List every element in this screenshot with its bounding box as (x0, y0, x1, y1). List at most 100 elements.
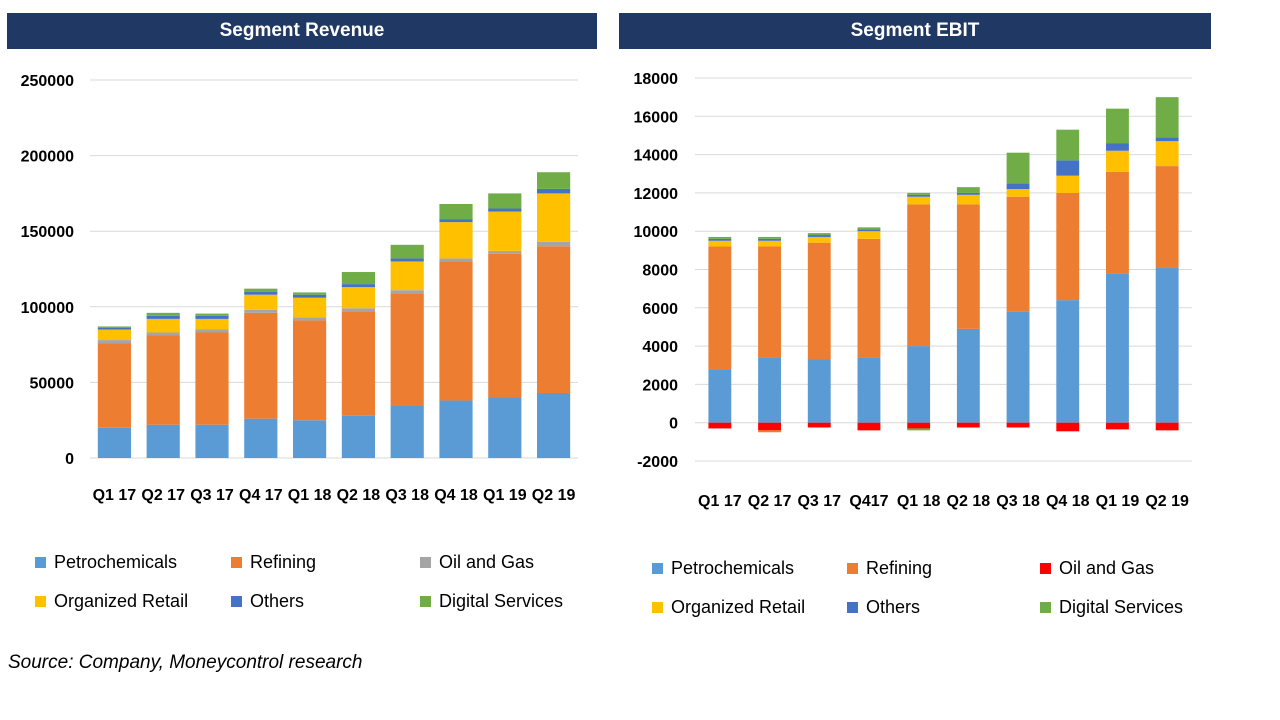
revenue-bar-oil-and-gas (537, 241, 571, 247)
revenue-bar-oil-and-gas (293, 317, 327, 321)
ebit-bar-refining (1106, 171, 1129, 274)
revenue-bar-organized-retail (244, 294, 278, 310)
revenue-bar-oil-and-gas (390, 290, 424, 294)
source-note: Source: Company, Moneycontrol research (8, 652, 363, 673)
ebit-x-tick: Q1 18 (897, 493, 941, 510)
ebit-legend-item-others: Others (847, 597, 920, 618)
ebit-bar-others (857, 229, 881, 232)
revenue-bar-organized-retail (341, 287, 375, 309)
revenue-x-tick: Q2 18 (337, 487, 381, 504)
ebit-bar-organized-retail (807, 236, 831, 243)
revenue-x-tick: Q1 19 (483, 487, 527, 504)
ebit-bar-refining (708, 246, 732, 370)
ebit-bar-oil-and-gas (1006, 422, 1030, 428)
ebit-bar-oil-and-gas (1056, 422, 1080, 432)
legend-swatch (35, 557, 46, 568)
revenue-bar-digital-services (439, 203, 473, 220)
ebit-bar-oil-and-gas (956, 422, 980, 428)
ebit-x-tick: Q2 19 (1145, 493, 1189, 510)
revenue-bar-organized-retail (488, 211, 522, 251)
revenue-bar-others (146, 315, 180, 319)
revenue-bar-others (341, 284, 375, 288)
ebit-bar-refining (907, 204, 931, 347)
ebit-bar-refining (1155, 166, 1179, 268)
legend-swatch (1040, 563, 1051, 574)
revenue-bar-oil-and-gas (195, 329, 229, 333)
revenue-bar-refining (390, 293, 424, 406)
revenue-x-tick: Q1 18 (288, 487, 332, 504)
revenue-legend-item-others: Others (231, 591, 304, 612)
revenue-bar-organized-retail (390, 261, 424, 291)
revenue-legend-item-digital-services: Digital Services (420, 591, 563, 612)
legend-swatch (420, 596, 431, 607)
ebit-bar-petrochemicals (1155, 267, 1179, 423)
revenue-bar-petrochemicals (97, 427, 131, 458)
legend-label: Petrochemicals (671, 558, 795, 578)
ebit-bar-others (907, 194, 931, 197)
revenue-bar-petrochemicals (439, 400, 473, 458)
ebit-x-tick: Q1 19 (1096, 493, 1140, 510)
ebit-x-tick: Q3 18 (996, 493, 1040, 510)
ebit-bar-oil-and-gas (1155, 422, 1179, 431)
ebit-bar-oil-and-gas (1106, 422, 1129, 430)
revenue-bar-digital-services (293, 292, 327, 295)
ebit-chart-title: Segment EBIT (619, 13, 1211, 49)
revenue-bar-oil-and-gas (244, 309, 278, 313)
ebit-y-tick: 8000 (642, 263, 678, 280)
legend-swatch (1040, 602, 1051, 613)
revenue-bar-oil-and-gas (439, 258, 473, 262)
ebit-bar-petrochemicals (758, 357, 781, 423)
ebit-y-tick: 10000 (634, 224, 679, 241)
revenue-bar-organized-retail (439, 222, 473, 259)
ebit-x-tick: Q2 18 (947, 493, 991, 510)
revenue-bar-oil-and-gas (488, 250, 522, 254)
ebit-y-tick: 12000 (634, 186, 679, 203)
ebit-bar-others (956, 192, 980, 195)
ebit-bar-petrochemicals (1056, 300, 1080, 423)
revenue-x-tick: Q3 18 (385, 487, 429, 504)
ebit-bar-petrochemicals (708, 369, 732, 423)
revenue-chart-title: Segment Revenue (7, 13, 597, 49)
ebit-bar-oil-and-gas (807, 422, 831, 428)
revenue-x-tick: Q1 17 (93, 487, 137, 504)
ebit-bar-others (1056, 160, 1080, 176)
legend-swatch (652, 563, 663, 574)
ebit-bar-refining (1006, 196, 1030, 312)
revenue-bar-digital-services (537, 172, 571, 189)
ebit-legend-item-oil-and-gas: Oil and Gas (1040, 558, 1154, 579)
ebit-bar-petrochemicals (857, 357, 881, 423)
revenue-y-tick: 100000 (21, 300, 74, 317)
ebit-y-tick: -2000 (637, 454, 678, 471)
revenue-legend-item-oil-and-gas: Oil and Gas (420, 552, 534, 573)
revenue-bar-petrochemicals (195, 424, 229, 458)
ebit-y-tick: 0 (669, 416, 678, 433)
legend-label: Oil and Gas (1059, 558, 1155, 578)
ebit-bar-organized-retail (1056, 175, 1080, 193)
revenue-bar-refining (97, 343, 131, 428)
ebit-legend-item-petrochemicals: Petrochemicals (652, 558, 794, 579)
ebit-x-tick: Q4 18 (1046, 493, 1090, 510)
ebit-bar-refining (857, 238, 881, 358)
revenue-y-tick: 50000 (30, 375, 75, 392)
ebit-bar-oil-and-gas (758, 422, 781, 431)
ebit-bar-oil-and-gas (857, 422, 881, 431)
ebit-bar-organized-retail (758, 240, 781, 247)
ebit-y-tick: 14000 (634, 148, 679, 165)
revenue-y-tick: 150000 (21, 224, 74, 241)
revenue-bar-others (390, 258, 424, 262)
revenue-bar-others (195, 315, 229, 319)
legend-label: Petrochemicals (54, 552, 178, 572)
revenue-chart: 0 50000 100000 150000 200000 250000 Q1 17 Q2 17… (21, 73, 578, 504)
revenue-bar-digital-services (390, 244, 424, 259)
legend-swatch (652, 602, 663, 613)
revenue-bar-petrochemicals (146, 424, 180, 458)
revenue-bar-refining (439, 261, 473, 401)
legend-label: Organized Retail (54, 591, 189, 611)
revenue-bar-others (244, 291, 278, 295)
ebit-bar-digital-services (1106, 108, 1129, 144)
ebit-bar-oil-and-gas (907, 422, 931, 429)
legend-label: Others (250, 591, 305, 611)
ebit-legend-item-digital-services: Digital Services (1040, 597, 1183, 618)
ebit-y-tick: 18000 (634, 71, 679, 88)
legend-label: Digital Services (439, 591, 564, 611)
